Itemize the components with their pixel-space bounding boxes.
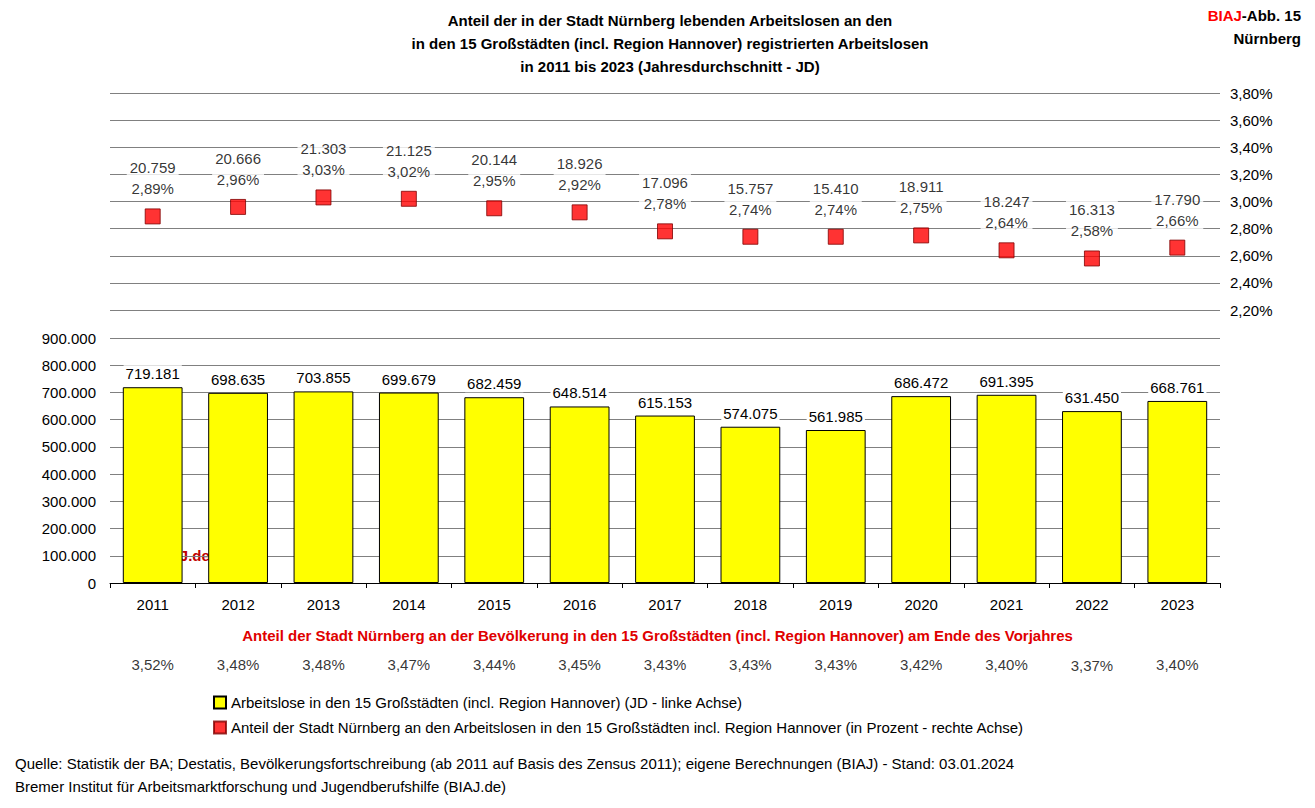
- svg-text:16.313: 16.313: [1069, 201, 1115, 218]
- svg-text:21.125: 21.125: [386, 142, 432, 159]
- svg-text:2,66%: 2,66%: [1156, 212, 1199, 229]
- svg-text:2,60%: 2,60%: [1230, 247, 1273, 264]
- svg-text:699.679: 699.679: [382, 371, 436, 388]
- svg-text:615.153: 615.153: [638, 394, 692, 411]
- svg-text:691.395: 691.395: [979, 373, 1033, 390]
- svg-text:2,78%: 2,78%: [644, 195, 687, 212]
- svg-text:3,40%: 3,40%: [985, 656, 1028, 673]
- svg-text:21.303: 21.303: [301, 140, 347, 157]
- svg-text:20.759: 20.759: [130, 159, 176, 176]
- svg-text:2013: 2013: [307, 596, 340, 613]
- svg-text:2,58%: 2,58%: [1071, 222, 1114, 239]
- svg-text:686.472: 686.472: [894, 374, 948, 391]
- svg-text:2,89%: 2,89%: [131, 180, 174, 197]
- svg-text:2,96%: 2,96%: [217, 171, 260, 188]
- svg-text:17.096: 17.096: [642, 174, 688, 191]
- svg-text:3,00%: 3,00%: [1230, 193, 1273, 210]
- svg-text:3,40%: 3,40%: [1156, 656, 1199, 673]
- svg-text:2019: 2019: [819, 596, 852, 613]
- svg-text:400.000: 400.000: [42, 466, 96, 483]
- svg-text:18.247: 18.247: [984, 193, 1030, 210]
- svg-text:Anteil der Stadt Nürnberg an d: Anteil der Stadt Nürnberg an den Arbeits…: [231, 719, 1023, 736]
- svg-text:3,43%: 3,43%: [644, 656, 687, 673]
- svg-text:3,43%: 3,43%: [814, 656, 857, 673]
- svg-text:2011: 2011: [137, 596, 169, 613]
- svg-text:Quelle: Statistik der BA; Dest: Quelle: Statistik der BA; Destatis, Bevö…: [15, 755, 1014, 772]
- svg-text:3,60%: 3,60%: [1230, 112, 1273, 129]
- svg-text:Arbeitslose in den 15 Großstäd: Arbeitslose in den 15 Großstädten (incl.…: [231, 694, 742, 711]
- svg-text:682.459: 682.459: [467, 375, 521, 392]
- svg-text:3,02%: 3,02%: [388, 163, 431, 180]
- svg-text:3,43%: 3,43%: [729, 656, 772, 673]
- svg-text:574.075: 574.075: [723, 405, 777, 422]
- svg-text:3,52%: 3,52%: [131, 656, 174, 673]
- svg-text:Anteil der in der Stadt Nürnbe: Anteil der in der Stadt Nürnberg lebende…: [448, 12, 893, 29]
- svg-text:3,20%: 3,20%: [1230, 166, 1273, 183]
- svg-text:18.926: 18.926: [557, 155, 603, 172]
- svg-text:2022: 2022: [1075, 596, 1108, 613]
- svg-text:2,95%: 2,95%: [473, 172, 516, 189]
- svg-text:Nürnberg: Nürnberg: [1234, 30, 1302, 47]
- svg-text:2,74%: 2,74%: [814, 201, 857, 218]
- svg-text:2016: 2016: [563, 596, 596, 613]
- svg-text:2012: 2012: [221, 596, 254, 613]
- svg-text:3,44%: 3,44%: [473, 656, 516, 673]
- svg-text:2,40%: 2,40%: [1230, 274, 1273, 291]
- svg-text:300.000: 300.000: [42, 493, 96, 510]
- svg-text:BIAJ: BIAJ: [1208, 7, 1242, 24]
- svg-text:600.000: 600.000: [42, 411, 96, 428]
- svg-text:719.181: 719.181: [126, 365, 180, 382]
- svg-text:2020: 2020: [904, 596, 937, 613]
- svg-text:3,47%: 3,47%: [388, 656, 431, 673]
- svg-text:3,48%: 3,48%: [302, 656, 345, 673]
- svg-text:500.000: 500.000: [42, 438, 96, 455]
- svg-text:2,64%: 2,64%: [985, 214, 1028, 231]
- svg-text:20.144: 20.144: [471, 151, 517, 168]
- svg-text:2,80%: 2,80%: [1230, 220, 1273, 237]
- svg-text:631.450: 631.450: [1065, 389, 1119, 406]
- svg-text:2021: 2021: [990, 596, 1023, 613]
- svg-text:3,48%: 3,48%: [217, 656, 260, 673]
- svg-text:668.761: 668.761: [1150, 379, 1204, 396]
- svg-text:2,74%: 2,74%: [729, 201, 772, 218]
- svg-text:2,20%: 2,20%: [1230, 302, 1273, 319]
- svg-text:200.000: 200.000: [42, 520, 96, 537]
- svg-text:Anteil der Stadt Nürnberg an d: Anteil der Stadt Nürnberg an der Bevölke…: [242, 627, 1073, 644]
- svg-text:2,92%: 2,92%: [558, 176, 601, 193]
- svg-text:800.000: 800.000: [42, 357, 96, 374]
- svg-text:698.635: 698.635: [211, 371, 265, 388]
- svg-text:703.855: 703.855: [296, 369, 350, 386]
- svg-text:2,75%: 2,75%: [900, 199, 943, 216]
- svg-text:15.410: 15.410: [813, 180, 859, 197]
- svg-text:2023: 2023: [1161, 596, 1194, 613]
- svg-text:900.000: 900.000: [42, 330, 96, 347]
- svg-text:100.000: 100.000: [42, 547, 96, 564]
- svg-text:in den 15 Großstädten (incl. R: in den 15 Großstädten (incl. Region Hann…: [411, 35, 928, 52]
- svg-text:2015: 2015: [478, 596, 511, 613]
- svg-text:2014: 2014: [392, 596, 425, 613]
- svg-text:3,03%: 3,03%: [302, 161, 345, 178]
- svg-text:Bremer Institut für Arbeitsmar: Bremer Institut für Arbeitsmarktforschun…: [15, 778, 506, 795]
- svg-text:18.911: 18.911: [899, 178, 944, 195]
- svg-text:in 2011 bis 2023 (Jahresdurchs: in 2011 bis 2023 (Jahresdurchschnitt - J…: [520, 58, 819, 75]
- svg-text:17.790: 17.790: [1154, 191, 1200, 208]
- svg-text:3,37%: 3,37%: [1071, 657, 1114, 674]
- svg-text:2017: 2017: [648, 596, 681, 613]
- svg-text:561.985: 561.985: [809, 408, 863, 425]
- svg-text:3,80%: 3,80%: [1230, 85, 1273, 102]
- svg-text:20.666: 20.666: [215, 150, 261, 167]
- svg-text:2018: 2018: [734, 596, 767, 613]
- svg-text:-Abb. 15: -Abb. 15: [1242, 7, 1301, 24]
- svg-text:15.757: 15.757: [727, 180, 773, 197]
- svg-text:0: 0: [88, 575, 96, 592]
- svg-text:3,40%: 3,40%: [1230, 139, 1273, 156]
- svg-text:3,42%: 3,42%: [900, 656, 943, 673]
- svg-text:700.000: 700.000: [42, 384, 96, 401]
- svg-text:3,45%: 3,45%: [558, 656, 601, 673]
- svg-text:648.514: 648.514: [552, 384, 606, 401]
